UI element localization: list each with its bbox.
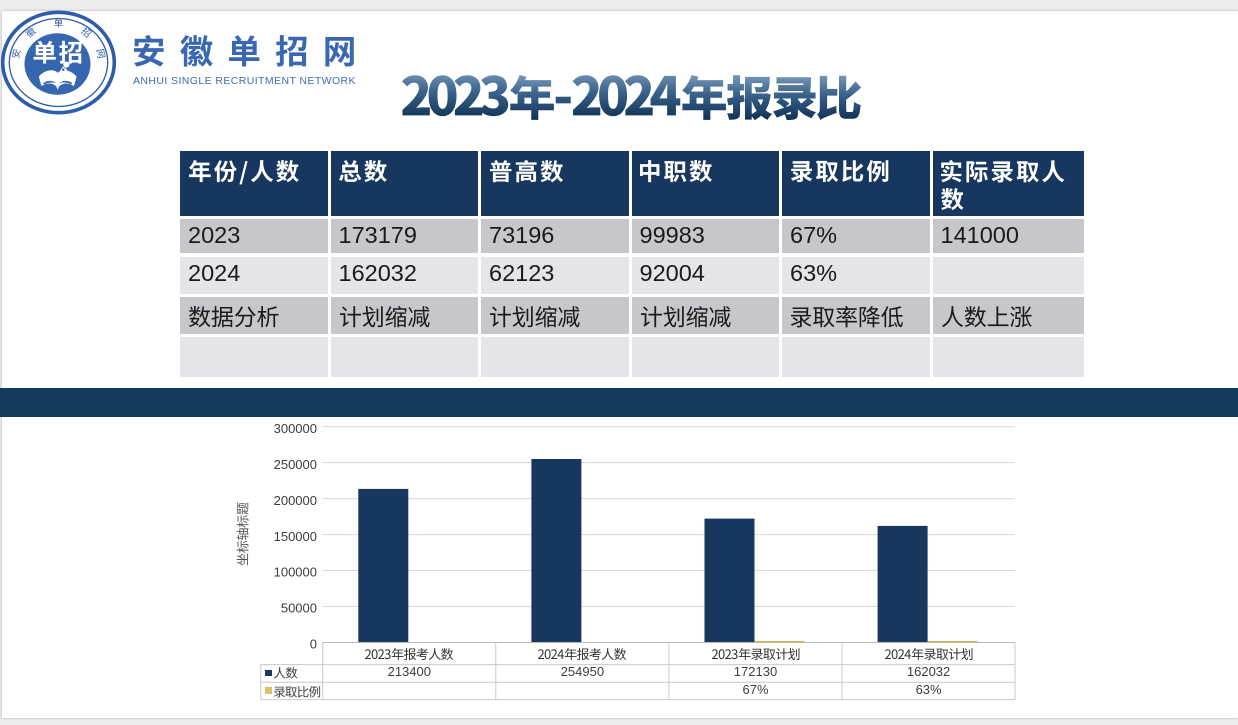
svg-text:0: 0 <box>310 637 317 652</box>
svg-text:250000: 250000 <box>274 457 317 472</box>
svg-text:150000: 150000 <box>274 529 317 544</box>
svg-text:100000: 100000 <box>274 565 317 580</box>
svg-text:200000: 200000 <box>274 493 317 508</box>
svg-text:50000: 50000 <box>281 601 317 616</box>
svg-text:300000: 300000 <box>274 421 317 436</box>
